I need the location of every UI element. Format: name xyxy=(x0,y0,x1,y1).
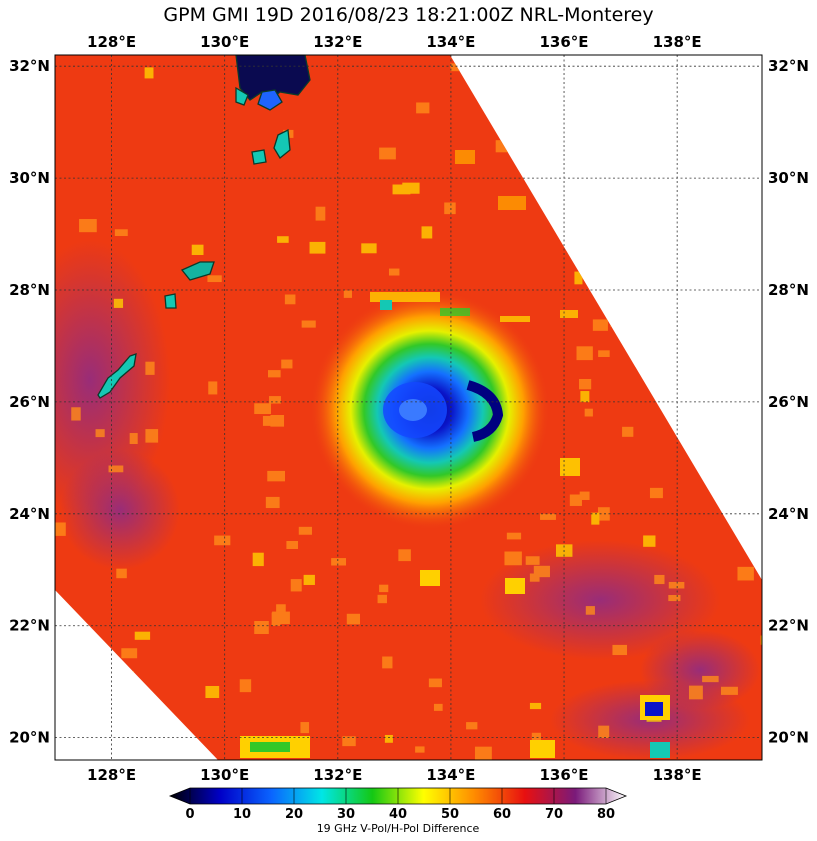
colorbar-tick-label: 60 xyxy=(493,807,511,822)
lon-labels-bottom: 128°E 130°E 132°E 134°E 136°E 138°E xyxy=(87,766,702,784)
lat-tick-label: 20°N xyxy=(9,729,50,747)
lon-tick-label: 132°E xyxy=(313,766,362,784)
figure-title: GPM GMI 19D 2016/08/23 18:21:00Z NRL-Mon… xyxy=(163,4,654,26)
land-amami xyxy=(180,261,215,281)
lon-tick-label: 130°E xyxy=(200,766,249,784)
lat-tick-label: 28°N xyxy=(768,281,809,299)
lon-labels-top: 128°E 130°E 132°E 134°E 136°E 138°E xyxy=(87,33,702,51)
lat-lon-grid xyxy=(55,55,762,760)
lat-tick-label: 26°N xyxy=(768,393,809,411)
lat-tick-label: 28°N xyxy=(9,281,50,299)
lat-tick-label: 24°N xyxy=(9,505,50,523)
lat-labels-right: 32°N 30°N 28°N 26°N 24°N 22°N 20°N xyxy=(768,57,809,746)
lon-tick-label: 138°E xyxy=(653,766,702,784)
lat-tick-label: 32°N xyxy=(9,57,50,75)
lon-tick-label: 130°E xyxy=(200,33,249,51)
lon-tick-label: 128°E xyxy=(87,33,136,51)
colorbar-ticks: 0 10 20 30 40 50 60 70 80 xyxy=(185,788,615,822)
colorbar: 0 10 20 30 40 50 60 70 80 19 GHz V-Pol/H-Pol Dif… xyxy=(168,787,628,835)
colorbar-tick-label: 80 xyxy=(597,807,615,822)
lat-tick-label: 22°N xyxy=(9,617,50,635)
lat-tick-label: 30°N xyxy=(768,169,809,187)
lon-tick-label: 136°E xyxy=(540,33,589,51)
colorbar-tick-label: 70 xyxy=(545,807,563,822)
lat-tick-label: 32°N xyxy=(768,57,809,75)
lat-tick-label: 26°N xyxy=(9,393,50,411)
colorbar-tick-label: 30 xyxy=(337,807,355,822)
colorbar-tick-label: 0 xyxy=(185,807,194,822)
lat-tick-label: 24°N xyxy=(768,505,809,523)
lat-tick-label: 22°N xyxy=(768,617,809,635)
land-tanegashima xyxy=(273,128,291,159)
colorbar-tick-label: 20 xyxy=(285,807,303,822)
lon-tick-label: 138°E xyxy=(653,33,702,51)
lon-tick-label: 128°E xyxy=(87,766,136,784)
colorbar-tick-label: 40 xyxy=(389,807,407,822)
lon-tick-label: 134°E xyxy=(426,766,475,784)
map-frame xyxy=(54,54,763,761)
lat-labels-left: 32°N 30°N 28°N 26°N 24°N 22°N 20°N xyxy=(9,57,50,746)
land-tokunoshima xyxy=(164,293,177,309)
lon-tick-label: 132°E xyxy=(313,33,362,51)
land-okinawa xyxy=(97,353,137,399)
lon-tick-label: 134°E xyxy=(426,33,475,51)
colorbar-tick-label: 10 xyxy=(233,807,251,822)
land-yakushima xyxy=(251,149,267,165)
lat-tick-label: 30°N xyxy=(9,169,50,187)
lon-tick-label: 136°E xyxy=(540,766,589,784)
lat-tick-label: 20°N xyxy=(768,729,809,747)
colorbar-label: 19 GHz V-Pol/H-Pol Difference xyxy=(317,822,480,835)
colorbar-tick-label: 50 xyxy=(441,807,459,822)
